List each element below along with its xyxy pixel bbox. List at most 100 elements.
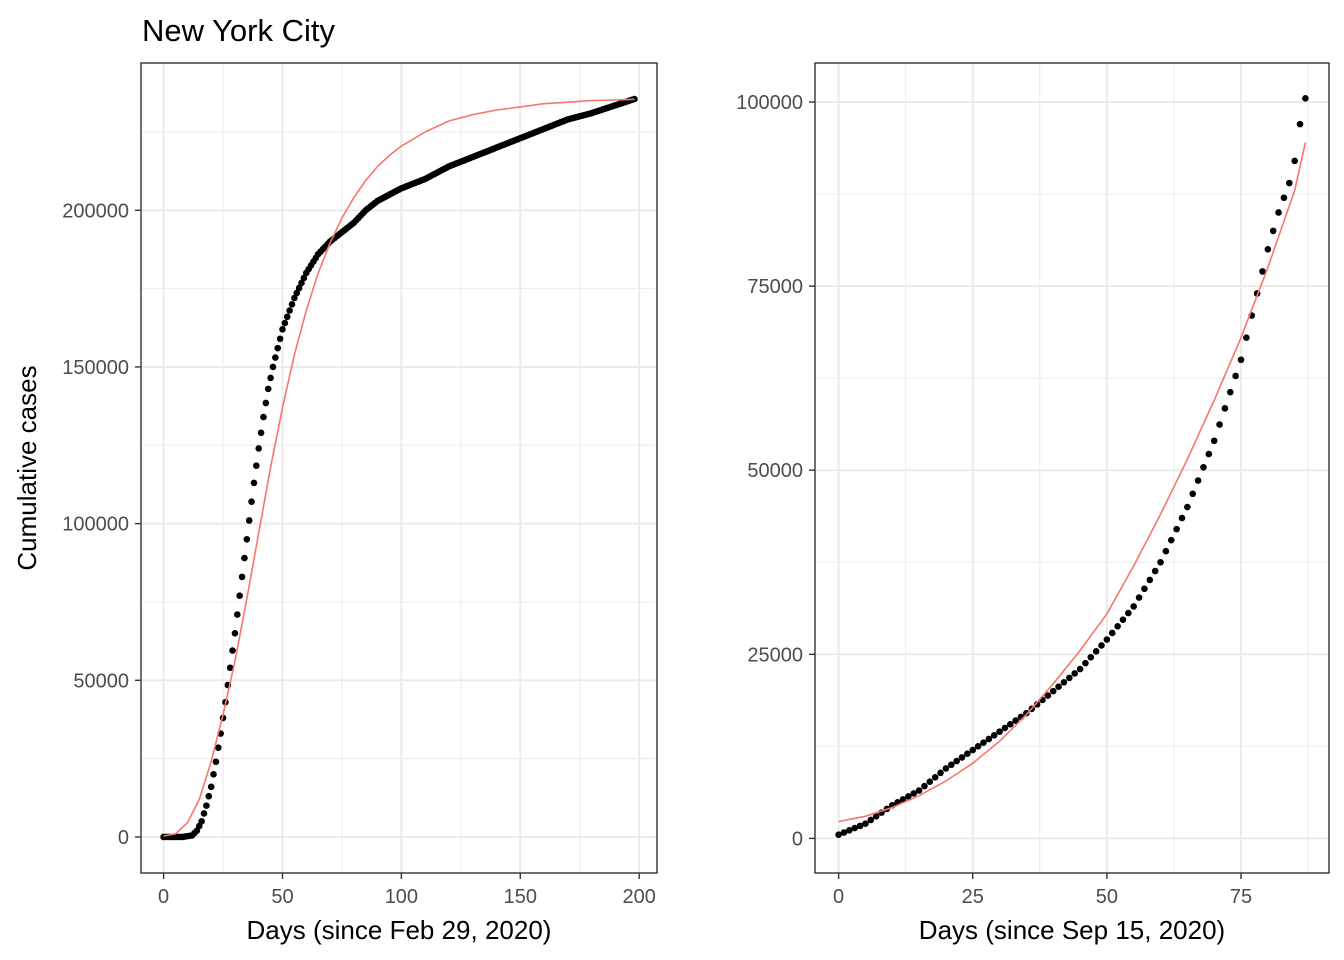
data-point (262, 399, 270, 407)
data-point (207, 783, 215, 791)
data-point (234, 611, 241, 618)
data-point (205, 792, 213, 800)
data-point (1055, 683, 1062, 690)
data-point (1023, 709, 1030, 717)
data-point (953, 757, 960, 765)
y-tick-label: 200000 (62, 200, 129, 222)
data-point (980, 739, 987, 746)
data-point (1210, 437, 1218, 445)
data-point (269, 363, 277, 371)
data-point (300, 274, 308, 282)
data-point (835, 831, 842, 839)
data-point (969, 746, 977, 754)
data-point (1269, 227, 1277, 235)
data-point (229, 647, 236, 654)
left-grid (141, 63, 657, 873)
data-point (1033, 701, 1041, 708)
data-point (1205, 450, 1213, 458)
data-point (1006, 720, 1014, 728)
data-point (985, 735, 993, 743)
y-tick-label: 50000 (747, 460, 803, 482)
data-point (283, 313, 291, 321)
data-point (248, 498, 255, 505)
data-point (1184, 503, 1191, 511)
right-axes: 0 25 50 75 0 25000 50000 75000 100000 Days (since… (736, 92, 1252, 945)
x-tick-label: 50 (1096, 886, 1118, 908)
data-point (1200, 463, 1207, 471)
data-point (272, 354, 279, 361)
data-point (899, 796, 907, 803)
data-point (264, 385, 272, 393)
left-fit-line (163, 98, 635, 837)
data-point (856, 822, 864, 830)
x-tick-label: 0 (158, 886, 169, 908)
data-point (298, 279, 305, 287)
plot-title: New York City (142, 13, 335, 48)
data-point (1087, 653, 1095, 661)
data-point (1302, 95, 1309, 102)
data-point (236, 592, 243, 599)
data-point (958, 754, 966, 761)
data-point (1264, 246, 1272, 253)
x-tick-label: 75 (1230, 886, 1252, 908)
data-point (1291, 157, 1298, 165)
data-point (295, 284, 303, 292)
data-point (840, 829, 848, 836)
data-point (1275, 209, 1282, 216)
data-point (910, 790, 918, 797)
y-tick-label: 50000 (73, 670, 129, 692)
data-point (1114, 623, 1121, 630)
data-point (1189, 490, 1197, 498)
left-plot-background (141, 63, 657, 873)
data-point (1296, 120, 1304, 128)
data-point (1162, 547, 1170, 555)
data-point (279, 326, 286, 333)
data-point (926, 778, 934, 785)
data-point (921, 782, 928, 790)
data-point (867, 816, 875, 824)
data-point (241, 554, 248, 562)
data-point (1044, 692, 1052, 699)
data-point (915, 787, 923, 794)
x-tick-label: 100 (385, 886, 418, 908)
data-point (281, 319, 289, 327)
y-tick-label: 100000 (736, 92, 803, 114)
data-point (862, 820, 869, 827)
data-point (1098, 642, 1105, 649)
data-point (1076, 665, 1084, 673)
left-panel: 0 50 100 150 200 0 50000 100000 150000 200000 Days… (12, 62, 658, 945)
right-panel: 0 25 50 75 0 25000 50000 75000 100000 Days (since… (736, 62, 1330, 945)
data-point (210, 770, 217, 778)
data-point (212, 758, 220, 766)
data-point (255, 445, 263, 452)
right-grid (815, 63, 1329, 873)
data-point (1237, 356, 1245, 364)
left-axes: 0 50 100 150 200 0 50000 100000 150000 200000 Days… (12, 200, 656, 945)
data-point (1216, 421, 1223, 428)
data-point (288, 300, 296, 308)
y-tick-label: 25000 (747, 644, 803, 666)
data-point (1012, 717, 1019, 724)
data-point (291, 294, 298, 302)
data-point (942, 765, 950, 772)
left-y-axis-title: Cumulative cases (12, 365, 42, 570)
right-x-axis-title: Days (since Sep 15, 2020) (919, 915, 1225, 945)
data-point (267, 374, 274, 382)
data-point (1082, 659, 1089, 667)
data-point (974, 743, 982, 750)
data-point (1226, 388, 1234, 396)
data-point (1103, 636, 1111, 643)
data-point (1194, 477, 1202, 484)
data-point (231, 629, 239, 637)
data-point (260, 413, 267, 421)
data-point (1001, 724, 1009, 732)
x-tick-label: 0 (833, 886, 844, 908)
data-point (214, 744, 222, 751)
data-point (1049, 687, 1057, 695)
data-point (1280, 194, 1288, 202)
data-point (964, 750, 971, 758)
data-point (1178, 514, 1186, 522)
data-point (1119, 616, 1127, 623)
data-point (1092, 648, 1100, 655)
y-tick-label: 0 (792, 828, 803, 850)
